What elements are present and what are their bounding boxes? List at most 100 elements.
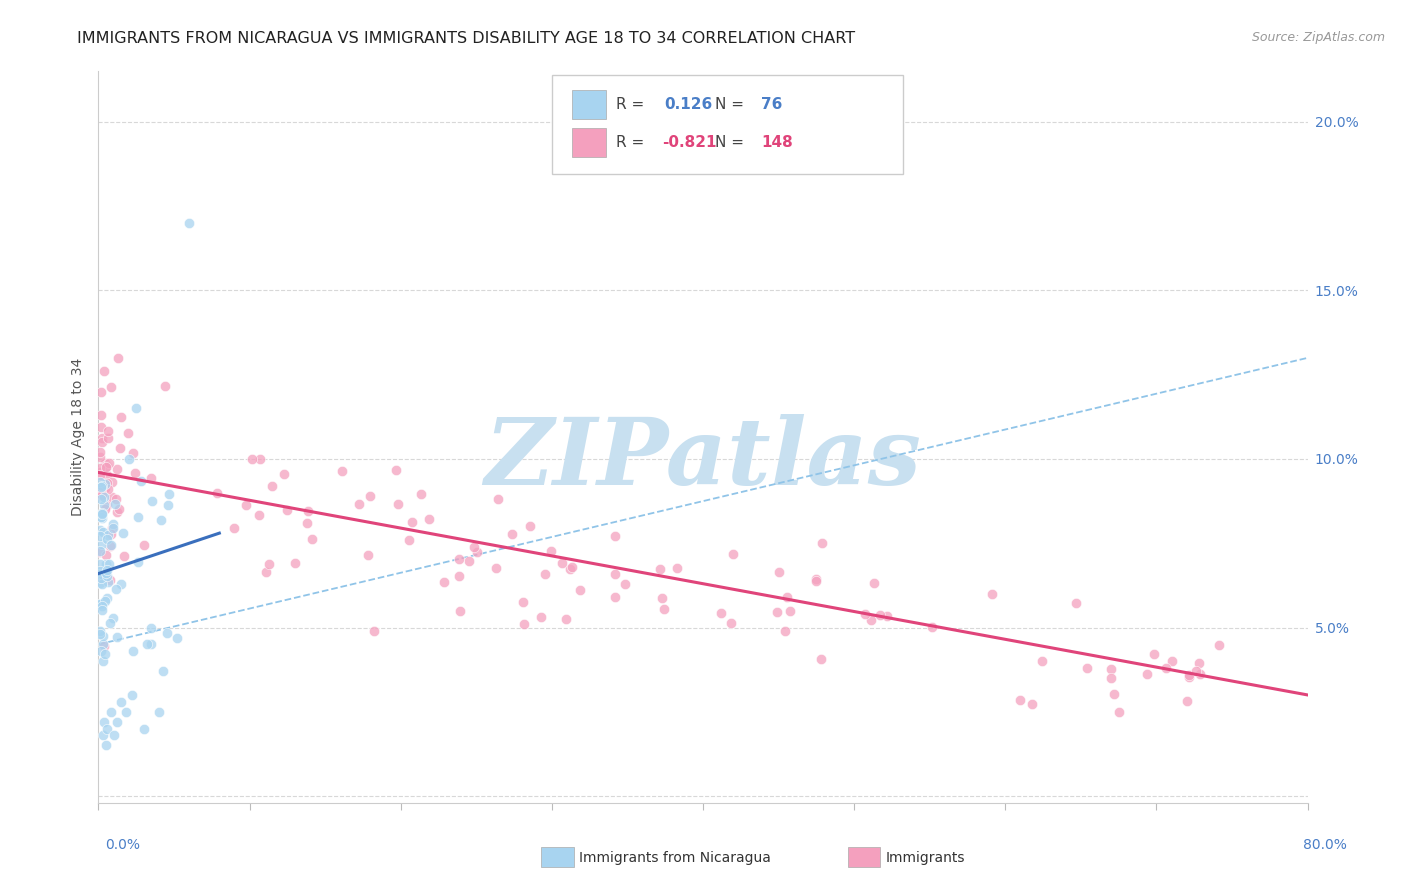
Point [603, 591, 626, 605]
Point [141, 621, 163, 635]
Point [166, 631, 188, 645]
Point [486, 492, 509, 507]
Point [125, 401, 148, 416]
Point [139, 471, 162, 485]
Point [385, 463, 408, 477]
Point [105, 492, 128, 507]
Point [135, 637, 157, 651]
Point [89, 529, 111, 543]
Point [105, 504, 128, 518]
Point [91, 629, 114, 643]
Point [648, 562, 671, 576]
Point [91, 434, 114, 449]
Point [273, 467, 295, 482]
Point [869, 608, 891, 623]
Text: Immigrants from Nicaragua: Immigrants from Nicaragua [579, 851, 770, 865]
Point [89, 408, 111, 422]
Point [90, 419, 112, 434]
Bar [572, 89, 606, 119]
Point [1156, 661, 1178, 675]
Point [249, 452, 271, 467]
Point [297, 516, 319, 531]
Point [1108, 705, 1130, 719]
Point [652, 602, 675, 616]
Point [560, 562, 582, 576]
Point [100, 538, 122, 552]
Text: Source: ZipAtlas.com: Source: ZipAtlas.com [1251, 31, 1385, 45]
Point [89, 564, 111, 578]
Point [1099, 671, 1122, 685]
FancyBboxPatch shape [551, 75, 903, 174]
Point [110, 695, 132, 709]
Point [132, 538, 155, 552]
Point [91, 479, 114, 493]
Point [97, 424, 120, 438]
Text: R =: R = [616, 135, 650, 150]
Point [247, 508, 270, 523]
Point [150, 513, 173, 527]
Y-axis label: Disability Age 18 to 34: Disability Age 18 to 34 [72, 358, 86, 516]
Point [141, 637, 163, 651]
Point [1177, 670, 1199, 684]
Point [1031, 654, 1053, 668]
Point [93, 498, 115, 512]
Point [485, 561, 508, 575]
Point [96, 563, 118, 577]
Point [205, 485, 228, 500]
Point [89, 576, 111, 591]
Text: IMMIGRANTS FROM NICARAGUA VS IMMIGRANTS DISABILITY AGE 18 TO 34 CORRELATION CHAR: IMMIGRANTS FROM NICARAGUA VS IMMIGRANTS … [77, 31, 855, 46]
Point [91, 506, 114, 520]
Point [101, 516, 124, 531]
Point [91, 728, 114, 742]
Point [105, 630, 128, 644]
Point [94, 477, 117, 491]
Point [94, 502, 117, 516]
Point [129, 474, 152, 488]
Point [121, 445, 143, 459]
Point [1099, 662, 1122, 676]
Point [721, 547, 744, 561]
Point [1177, 667, 1199, 681]
Point [447, 569, 470, 583]
Point [96, 498, 118, 512]
Point [96, 532, 118, 546]
Point [853, 607, 876, 622]
Point [124, 467, 146, 481]
Point [89, 450, 111, 465]
Point [101, 610, 124, 624]
Point [108, 502, 131, 516]
Point [512, 616, 534, 631]
Point [512, 595, 534, 609]
Text: ZIPatlas: ZIPatlas [485, 414, 921, 504]
Point [568, 582, 591, 597]
Point [94, 459, 117, 474]
Point [96, 475, 118, 490]
Point [1136, 666, 1159, 681]
Point [222, 521, 245, 535]
Point [876, 609, 898, 624]
Point [519, 519, 541, 533]
Point [90, 507, 112, 521]
Point [1066, 596, 1088, 610]
Point [89, 544, 111, 558]
Point [89, 465, 111, 479]
Point [114, 705, 136, 719]
Point [97, 527, 120, 541]
Point [533, 567, 555, 582]
Point [804, 574, 827, 589]
Point [501, 527, 523, 541]
Point [276, 502, 298, 516]
Point [110, 409, 132, 424]
Point [94, 647, 117, 661]
Point [465, 545, 488, 559]
Point [98, 457, 121, 471]
Point [132, 722, 155, 736]
Point [651, 591, 673, 605]
Point [91, 637, 114, 651]
Point [1143, 647, 1166, 661]
Point [921, 620, 943, 634]
Point [98, 615, 121, 630]
Point [117, 425, 139, 440]
Text: 0.126: 0.126 [664, 96, 713, 112]
Point [94, 456, 117, 470]
